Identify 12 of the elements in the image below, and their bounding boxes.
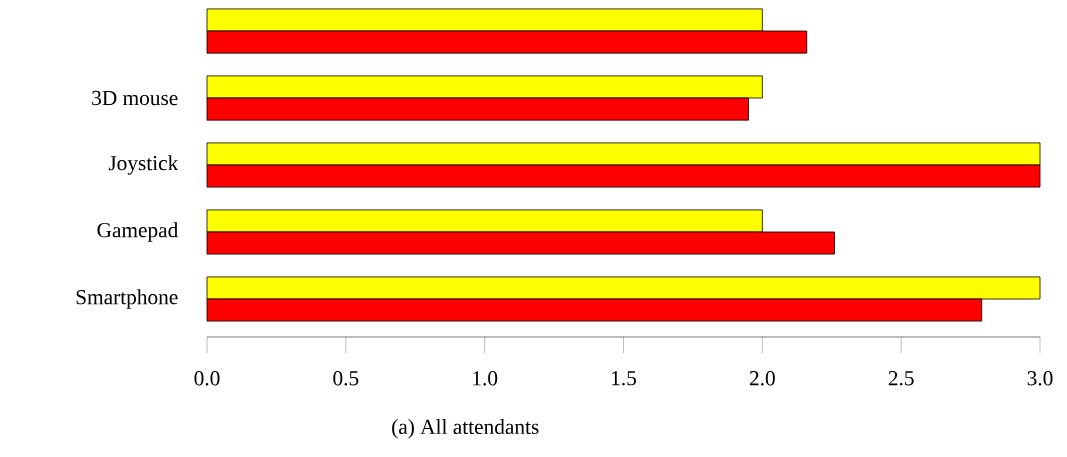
y-tick-label: Joystick: [108, 155, 179, 175]
y-tick-label: Gamepad: [97, 222, 179, 242]
x-tick-label: 2.5: [888, 371, 914, 386]
y-tick-label: 3D mouse: [92, 90, 178, 106]
x-tick-label: 2.0: [749, 371, 775, 386]
x-tick-label: 1.0: [473, 371, 498, 386]
y-tick-label: Smartphone: [76, 289, 178, 309]
text: (a) All attendants: [392, 419, 539, 439]
x-tick-label: 0.5: [333, 371, 359, 386]
x-tick-label: 0.0: [194, 371, 220, 386]
x-tick-label: 3.0: [1027, 371, 1053, 386]
x-tick-label: 1.5: [612, 371, 636, 386]
